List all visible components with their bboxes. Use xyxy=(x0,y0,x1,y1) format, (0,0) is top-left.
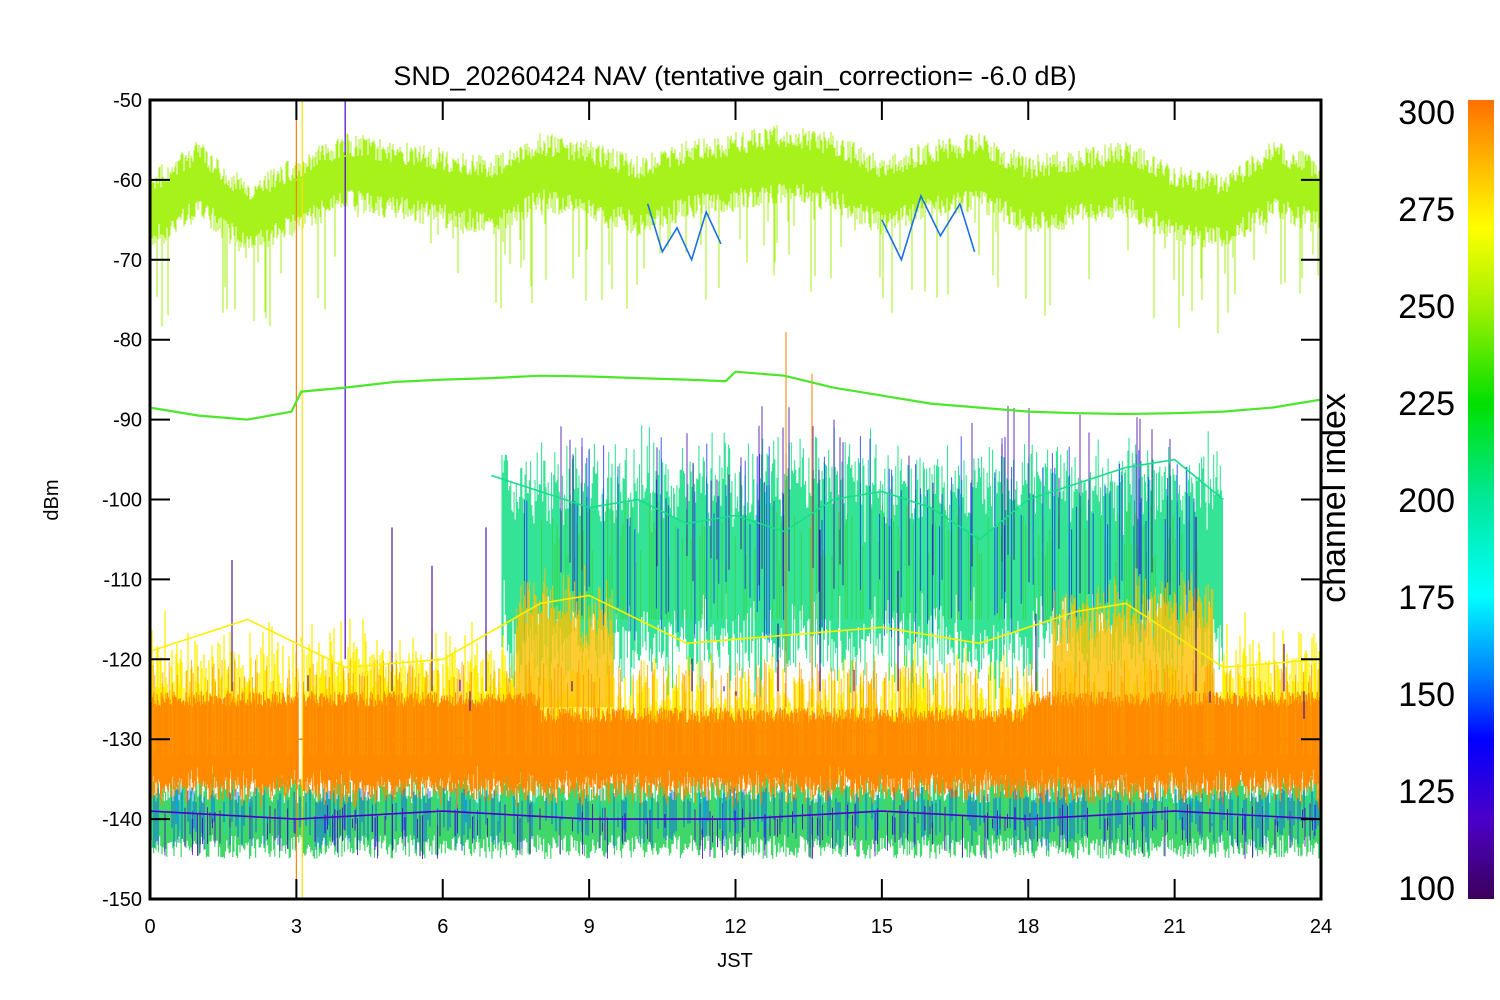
x-tick-label-0: 0 xyxy=(144,916,155,938)
y-tick-label-4: -90 xyxy=(113,410,142,432)
y-tick-label-9: -140 xyxy=(102,809,142,831)
orange-spikes-path xyxy=(785,332,813,708)
amber-bumps-path xyxy=(515,564,1214,708)
tall-spikes-path xyxy=(231,516,1305,719)
orange-spikes xyxy=(785,332,813,708)
y-axis-title: dBm xyxy=(41,479,63,520)
y-tick-label-5: -100 xyxy=(102,490,142,512)
y-tick-label-2: -70 xyxy=(113,250,142,272)
y-tick-label-1: -60 xyxy=(113,170,142,192)
series-line-3 xyxy=(881,193,976,262)
y-axis: -50 -60 -70 -80 -90 -100 -110 -120 -130 -140 -150 xyxy=(102,90,1321,911)
orange-top-path xyxy=(152,659,1319,756)
floor-cyan-path xyxy=(176,779,1315,835)
colorbar-ticks: 100 125 150 175 200 225 250 275 300 xyxy=(1398,94,1455,908)
series-line-6 xyxy=(150,730,1321,741)
y-tick-label-10: -150 xyxy=(102,889,142,911)
series-layer xyxy=(150,147,1321,820)
x-axis: 0 3 6 9 12 15 18 21 24 xyxy=(144,100,1332,938)
series-line-5 xyxy=(150,594,1321,669)
upper-signal-jitter-path xyxy=(150,125,1321,334)
colorbar xyxy=(1468,100,1494,899)
series-line-4 xyxy=(491,458,1224,541)
noise-texture xyxy=(150,100,1321,899)
colorbar-tick-label-8: 300 xyxy=(1398,94,1455,132)
series-line-0 xyxy=(150,147,1321,205)
y-tick-label-0: -50 xyxy=(113,90,142,112)
floor-purple-path xyxy=(164,803,1316,859)
amber-bumps xyxy=(515,564,1214,708)
x-tick-label-2: 6 xyxy=(437,916,448,938)
series-line-1 xyxy=(150,370,1321,421)
colorbar-title: channel index xyxy=(1315,393,1353,603)
purple-spikes-path xyxy=(560,405,1171,595)
series-line-2 xyxy=(646,203,722,263)
colorbar-tick-label-5: 225 xyxy=(1398,385,1455,423)
y-tick-label-6: -110 xyxy=(103,569,142,591)
floor-cyan xyxy=(176,779,1315,835)
data-gap xyxy=(298,643,303,780)
purple-spikes xyxy=(560,405,1171,595)
chart-title: SND_20260424 NAV (tentative gain_correct… xyxy=(393,61,1076,91)
series-line-7 xyxy=(150,810,1321,820)
tall-spikes xyxy=(231,516,1305,719)
x-axis-title: JST xyxy=(717,950,753,972)
x-tick-label-7: 21 xyxy=(1164,916,1186,938)
orange-top xyxy=(152,659,1319,756)
x-tick-label-6: 18 xyxy=(1017,916,1039,938)
colorbar-tick-label-1: 125 xyxy=(1398,773,1455,811)
y-tick-label-3: -80 xyxy=(113,330,142,352)
x-tick-label-3: 9 xyxy=(584,916,595,938)
colorbar-tick-label-3: 175 xyxy=(1398,579,1455,617)
floor-purple xyxy=(164,803,1316,859)
colorbar-tick-label-0: 100 xyxy=(1398,870,1455,908)
y-tick-label-8: -130 xyxy=(102,729,142,751)
colorbar-tick-label-6: 250 xyxy=(1398,288,1455,326)
upper-signal-jitter xyxy=(150,125,1321,334)
colorbar-tick-label-2: 150 xyxy=(1398,676,1455,714)
colorbar-tick-label-4: 200 xyxy=(1398,482,1455,520)
y-tick-label-7: -120 xyxy=(102,649,142,671)
colorbar-tick-label-7: 275 xyxy=(1398,191,1455,229)
x-tick-label-5: 15 xyxy=(871,916,893,938)
x-tick-label-8: 24 xyxy=(1310,916,1332,938)
x-tick-label-1: 3 xyxy=(291,916,302,938)
x-tick-label-4: 12 xyxy=(724,916,746,938)
